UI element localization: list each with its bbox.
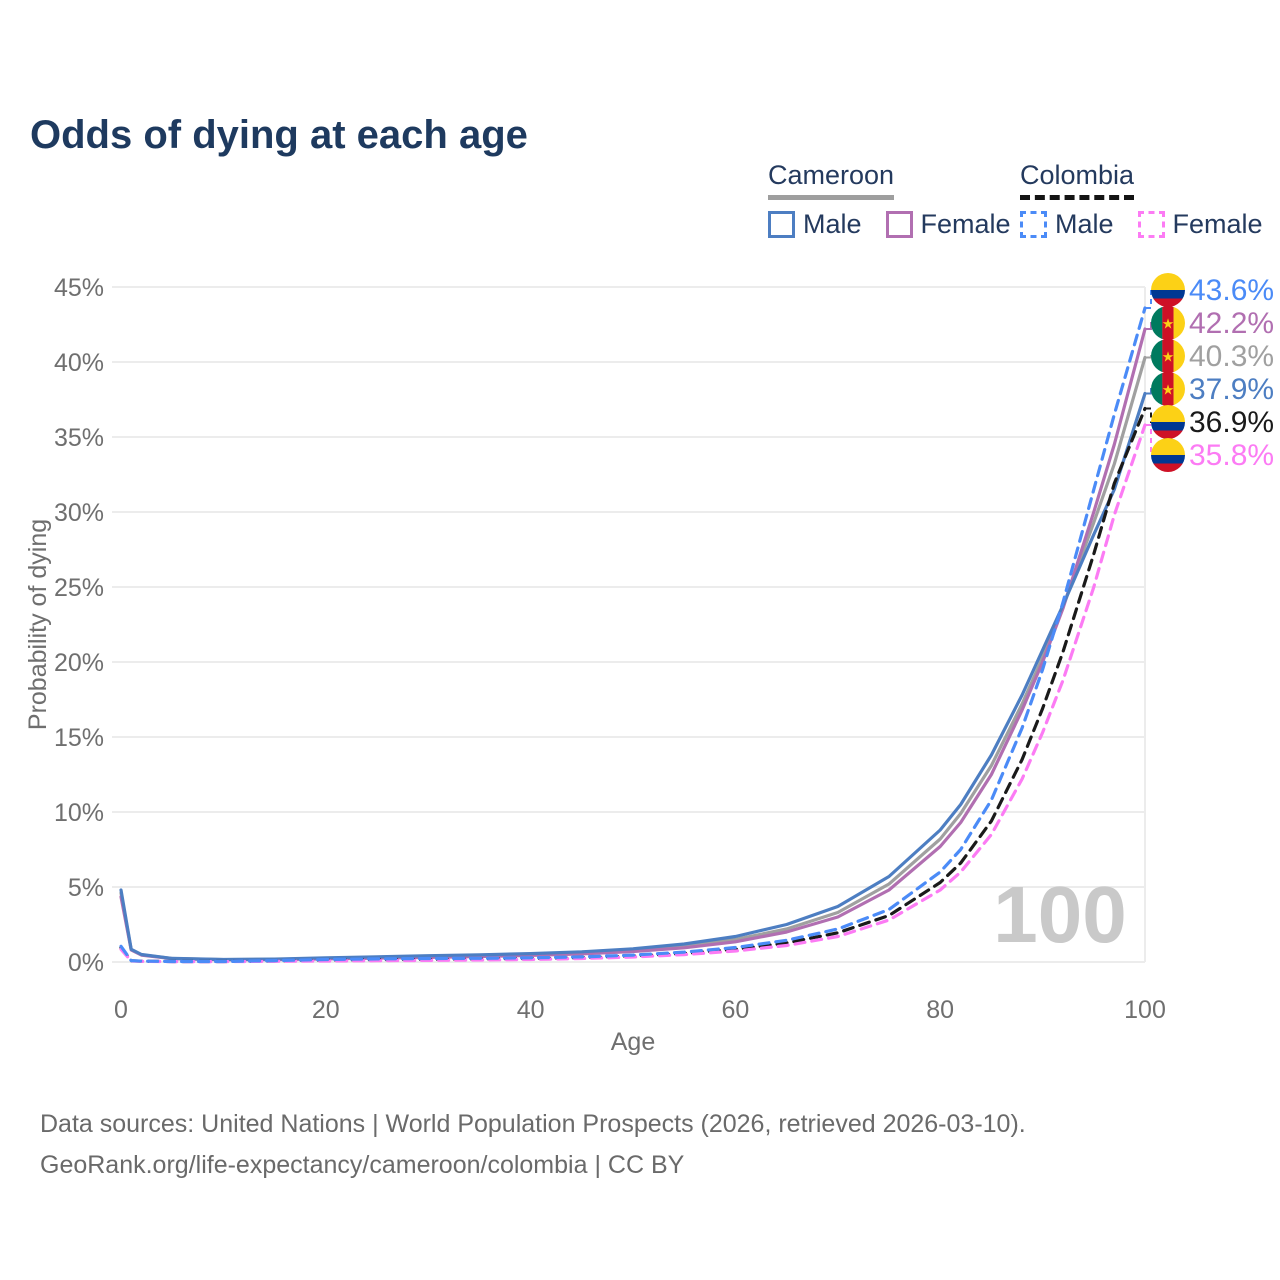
legend-checkbox-cameroon-female[interactable] xyxy=(885,211,913,238)
x-tick-label: 60 xyxy=(721,996,749,1024)
legend-group-colombia: Colombia Male Female xyxy=(1020,160,1263,240)
y-tick-label: 5% xyxy=(68,874,104,902)
end-value-label-colombia-both: 36.9% xyxy=(1189,406,1274,439)
legend-item-colombia-male[interactable]: Male xyxy=(1020,209,1114,240)
y-tick-label: 15% xyxy=(54,724,104,752)
y-tick-label: 25% xyxy=(54,574,104,602)
flag-icon-cameroon: ★ xyxy=(1151,339,1185,373)
flag-icon-colombia xyxy=(1151,438,1185,472)
svg-text:★: ★ xyxy=(1162,349,1175,365)
x-axis-title: Age xyxy=(611,1028,655,1056)
legend-item-cameroon-male[interactable]: Male xyxy=(768,209,862,240)
series-line-cameroon-female[interactable] xyxy=(119,327,1147,962)
x-tick-label: 20 xyxy=(312,996,340,1024)
series-line-colombia-both[interactable] xyxy=(119,406,1147,964)
y-tick-label: 45% xyxy=(54,274,104,302)
legend-item-cameroon-female[interactable]: Female xyxy=(885,209,1011,240)
legend-label-colombia-female: Female xyxy=(1172,209,1263,239)
y-axis-title: Probability of dying xyxy=(24,519,52,730)
legend-checkbox-cameroon-male[interactable] xyxy=(768,211,795,238)
flag-icon-cameroon: ★ xyxy=(1151,372,1185,406)
flag-icon-colombia xyxy=(1151,405,1185,439)
y-tick-label: 20% xyxy=(54,649,104,677)
y-tick-label: 35% xyxy=(54,424,104,452)
legend-item-colombia-female[interactable]: Female xyxy=(1137,209,1263,240)
legend-checkbox-colombia-female[interactable] xyxy=(1137,211,1165,238)
x-tick-label: 0 xyxy=(114,996,128,1024)
end-value-label-colombia-male: 43.6% xyxy=(1189,274,1274,307)
legend-label-cameroon-female: Female xyxy=(920,209,1011,239)
y-tick-label: 10% xyxy=(54,799,104,827)
flag-icon-cameroon: ★ xyxy=(1151,306,1185,340)
legend-group-cameroon: Cameroon Male Female xyxy=(768,160,1011,240)
x-tick-label: 80 xyxy=(926,996,954,1024)
end-value-label-cameroon-both: 40.3% xyxy=(1189,340,1274,373)
x-tick-label: 40 xyxy=(517,996,545,1024)
end-value-label-cameroon-female: 42.2% xyxy=(1189,307,1274,340)
age-watermark: 100 xyxy=(993,870,1126,959)
legend-country-cameroon[interactable]: Cameroon xyxy=(768,160,895,200)
flag-icon-colombia xyxy=(1151,273,1185,307)
attribution-line: GeoRank.org/life-expectancy/cameroon/col… xyxy=(40,1151,685,1179)
series-line-cameroon-both[interactable] xyxy=(119,355,1147,962)
x-tick-label: 100 xyxy=(1124,996,1166,1024)
chart-footer: Data sources: United Nations | World Pop… xyxy=(40,1104,1240,1186)
y-tick-label: 30% xyxy=(54,499,104,527)
data-sources-line: Data sources: United Nations | World Pop… xyxy=(40,1110,1026,1138)
end-value-label-colombia-female: 35.8% xyxy=(1189,439,1274,472)
page-title: Odds of dying at each age xyxy=(30,112,528,157)
legend-checkbox-colombia-male[interactable] xyxy=(1020,211,1047,238)
end-value-label-cameroon-male: 37.9% xyxy=(1189,373,1274,406)
series-line-cameroon-male[interactable] xyxy=(119,391,1147,962)
y-tick-label: 0% xyxy=(68,949,104,977)
svg-text:★: ★ xyxy=(1162,382,1175,398)
legend-label-cameroon-male: Male xyxy=(803,209,862,239)
legend-country-colombia[interactable]: Colombia xyxy=(1020,160,1135,200)
y-tick-label: 40% xyxy=(54,349,104,377)
series-line-colombia-female[interactable] xyxy=(119,423,1147,964)
svg-text:★: ★ xyxy=(1162,316,1175,332)
series-line-colombia-male[interactable] xyxy=(119,306,1147,964)
legend-label-colombia-male: Male xyxy=(1055,209,1114,239)
